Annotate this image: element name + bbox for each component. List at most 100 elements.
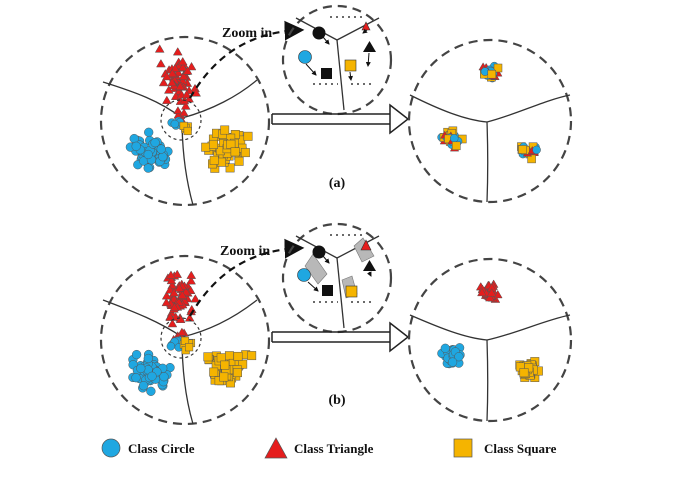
triangle-point bbox=[180, 101, 191, 110]
panel-a-left-circle bbox=[99, 35, 271, 207]
triangle-point bbox=[174, 283, 185, 292]
circle-point bbox=[143, 163, 153, 173]
triangle-point bbox=[181, 89, 192, 99]
legend-item-square: Class Square bbox=[453, 438, 557, 458]
triangle-point bbox=[167, 77, 177, 87]
zoom-arrow bbox=[189, 20, 305, 99]
square-point bbox=[233, 368, 242, 378]
square-icon bbox=[453, 438, 473, 458]
circle-point bbox=[159, 372, 169, 382]
circle-point bbox=[136, 363, 146, 374]
triangle-point bbox=[167, 318, 178, 328]
panel-a: Zoom in bbox=[99, 4, 573, 207]
legend-label-square: Class Square bbox=[484, 441, 557, 456]
triangle-icon bbox=[264, 437, 288, 459]
triangle-point bbox=[163, 85, 174, 94]
square-point bbox=[238, 359, 248, 369]
circle-point bbox=[138, 381, 149, 391]
circle-point bbox=[143, 149, 153, 160]
triangle-point bbox=[186, 276, 196, 285]
legend-label-circle: Class Circle bbox=[128, 441, 195, 456]
triangle-point bbox=[177, 290, 188, 299]
panel-a-zoom-circle bbox=[281, 4, 393, 116]
triangle-point bbox=[179, 108, 189, 117]
square-point bbox=[240, 148, 250, 158]
triangle-point bbox=[177, 327, 187, 336]
panel-b-caption: (b) bbox=[328, 393, 345, 408]
square-point bbox=[524, 363, 534, 373]
zoom-in-label: Zoom in bbox=[222, 26, 272, 41]
triangle-point bbox=[178, 62, 188, 72]
triangle-point bbox=[158, 77, 169, 87]
triangle-point bbox=[177, 56, 188, 66]
triangle-point bbox=[172, 47, 183, 56]
zoom-arrow bbox=[189, 238, 305, 317]
triangle-point bbox=[161, 297, 172, 307]
square-point bbox=[220, 125, 230, 135]
circle-point bbox=[532, 145, 541, 155]
panel-b-left-points bbox=[128, 269, 257, 396]
circle-point bbox=[449, 134, 459, 143]
triangle-point bbox=[173, 106, 183, 115]
legend-item-triangle: Class Triangle bbox=[264, 437, 374, 459]
square-point bbox=[185, 343, 194, 352]
triangle-point bbox=[184, 313, 195, 322]
square-point bbox=[224, 351, 234, 361]
panel-a-caption: (a) bbox=[329, 176, 346, 191]
panel-a-transform-arrow bbox=[271, 103, 410, 135]
panel-b: Zoom in bbox=[99, 222, 573, 426]
panel-b-right-circle bbox=[407, 257, 573, 423]
panel-b-right-points bbox=[437, 279, 543, 382]
square-point bbox=[243, 131, 253, 141]
triangle-point bbox=[485, 292, 495, 302]
square-point bbox=[203, 352, 213, 362]
panel-b-left-circle bbox=[99, 254, 271, 426]
square-point bbox=[493, 63, 503, 73]
triangle-point bbox=[161, 95, 172, 104]
legend-item-circle: Class Circle bbox=[101, 438, 195, 458]
triangle-point bbox=[190, 294, 201, 303]
triangle-point bbox=[169, 302, 180, 312]
square-point bbox=[234, 156, 244, 166]
triangle-point bbox=[486, 288, 497, 297]
zoom-region bbox=[160, 317, 202, 359]
square-point bbox=[209, 367, 219, 377]
circle-point bbox=[447, 357, 458, 367]
triangle-point bbox=[154, 44, 165, 53]
circle-point bbox=[131, 373, 141, 383]
circle-point bbox=[146, 386, 156, 396]
square-point bbox=[209, 139, 218, 149]
circle-point bbox=[131, 349, 142, 360]
triangle-point bbox=[172, 269, 183, 278]
triangle-point bbox=[156, 58, 166, 68]
circle-point bbox=[129, 133, 139, 144]
square-point bbox=[230, 147, 240, 157]
circle-icon bbox=[101, 438, 121, 458]
circle-point bbox=[440, 343, 450, 353]
triangle-point bbox=[167, 68, 178, 78]
square-point bbox=[247, 351, 257, 361]
panel-b-transform-arrow bbox=[271, 321, 410, 353]
zoom-region bbox=[160, 99, 202, 141]
circle-point bbox=[131, 141, 141, 151]
panel-a-left-points bbox=[125, 44, 253, 173]
triangle-point bbox=[165, 312, 176, 321]
triangle-point bbox=[178, 71, 189, 81]
square-point bbox=[183, 126, 192, 136]
square-point bbox=[519, 368, 529, 378]
triangle-point bbox=[166, 270, 176, 279]
square-point bbox=[233, 351, 243, 361]
triangle-point bbox=[166, 275, 177, 285]
circle-point bbox=[158, 152, 168, 162]
square-point bbox=[220, 360, 230, 370]
triangle-point bbox=[162, 71, 172, 81]
circle-point bbox=[454, 352, 464, 362]
legend-label-triangle: Class Triangle bbox=[294, 441, 374, 456]
triangle-point bbox=[169, 288, 179, 297]
panel-a-right-points bbox=[437, 61, 541, 164]
square-point bbox=[225, 163, 235, 173]
triangle-point bbox=[175, 314, 186, 323]
square-point bbox=[180, 336, 190, 345]
square-point bbox=[226, 139, 236, 149]
